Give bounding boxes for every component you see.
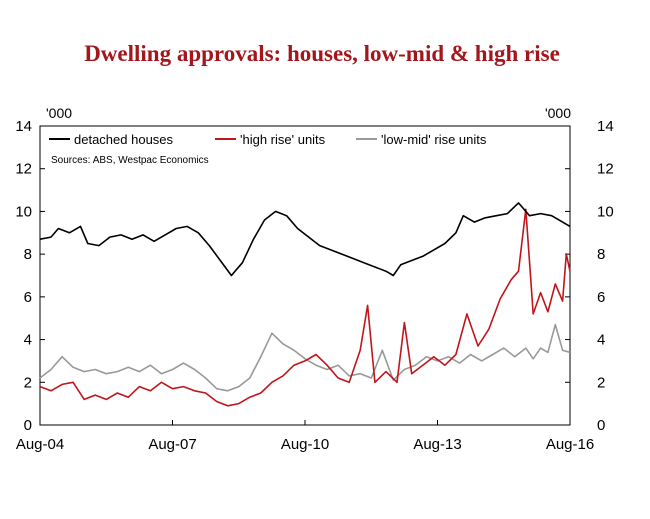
y-left-tick-label: 8: [24, 246, 32, 263]
y-left-tick-label: 0: [24, 417, 32, 434]
y-right-tick-label: 8: [597, 246, 605, 263]
y-right-tick-label: 12: [597, 161, 614, 178]
y-right-tick-label: 4: [597, 332, 605, 349]
y-unit-left: '000: [46, 105, 72, 121]
y-left-tick-label: 6: [24, 289, 32, 306]
y-right-tick-label: 6: [597, 289, 605, 306]
x-tick-label: Aug-16: [546, 436, 594, 453]
chart-title: Dwelling approvals: houses, low-mid & hi…: [84, 41, 560, 66]
series-line-1: [39, 208, 571, 407]
legend: detached houses 'high rise' units 'low-m…: [49, 132, 487, 166]
y-left-tick-label: 2: [24, 374, 32, 391]
x-tick-label: Aug-13: [413, 436, 461, 453]
y-unit-right: '000: [545, 105, 571, 121]
y-left-tick-label: 14: [15, 118, 32, 135]
y-right-tick-label: 2: [597, 374, 605, 391]
source-note: Sources: ABS, Westpac Economics: [51, 155, 209, 166]
y-right-tick-label: 0: [597, 417, 605, 434]
y-left-tick-label: 10: [15, 203, 32, 220]
x-tick-label: Aug-07: [148, 436, 196, 453]
y-right-tick-label: 14: [597, 118, 614, 135]
x-axis: Aug-04 Aug-07 Aug-10 Aug-13 Aug-16: [16, 420, 594, 453]
y-axis-right: 0 2 4 6 8 10 12 14: [565, 118, 614, 434]
legend-label-detached-houses: detached houses: [74, 132, 174, 147]
y-left-tick-label: 4: [24, 332, 32, 349]
y-axis-left: 0 2 4 6 8 10 12 14: [15, 118, 45, 434]
series-line-2: [39, 323, 571, 392]
y-right-tick-label: 10: [597, 203, 614, 220]
series-layer: [39, 202, 571, 407]
series-line-0: [39, 202, 571, 277]
plot-frame: [39, 125, 571, 426]
y-left-tick-label: 12: [15, 161, 32, 178]
x-tick-label: Aug-10: [281, 436, 329, 453]
legend-label-low-mid-rise: 'low-mid' rise units: [381, 132, 487, 147]
legend-label-high-rise: 'high rise' units: [240, 132, 326, 147]
x-tick-label: Aug-04: [16, 436, 64, 453]
